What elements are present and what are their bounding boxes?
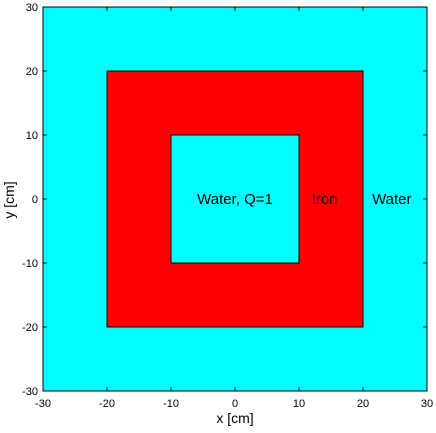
x-tick-label: -20 xyxy=(99,398,115,410)
x-tick-label: 0 xyxy=(232,398,238,410)
ticks-layer: -30 -20 -10 0 10 20 30 -30 -20 -10 0 10 20 30 xyxy=(22,2,433,410)
regions-layer xyxy=(42,6,428,392)
x-tick-label: -10 xyxy=(163,398,179,410)
x-tick-label: 10 xyxy=(293,398,305,410)
x-tick-label: 20 xyxy=(357,398,369,410)
y-tick-label: 30 xyxy=(26,2,38,14)
y-axis-label: y [cm] xyxy=(1,181,17,218)
y-tick-label: 20 xyxy=(26,66,38,78)
region-label: Water, Q=1 xyxy=(197,191,273,208)
y-tick-label: -20 xyxy=(22,322,38,334)
y-tick-label: -10 xyxy=(22,258,38,270)
x-tick-label: 30 xyxy=(421,398,433,410)
x-tick-label: -30 xyxy=(35,398,51,410)
x-axis-label: x [cm] xyxy=(216,410,253,426)
y-tick-label: 10 xyxy=(26,130,38,142)
region-label: Water xyxy=(372,191,411,208)
annotations-layer: Water, Q=1 Iron Water xyxy=(197,191,411,208)
y-tick-label: -30 xyxy=(22,386,38,398)
region-inner-water xyxy=(170,134,300,264)
y-tick-label: 0 xyxy=(32,194,38,206)
region-label: Iron xyxy=(312,191,338,208)
